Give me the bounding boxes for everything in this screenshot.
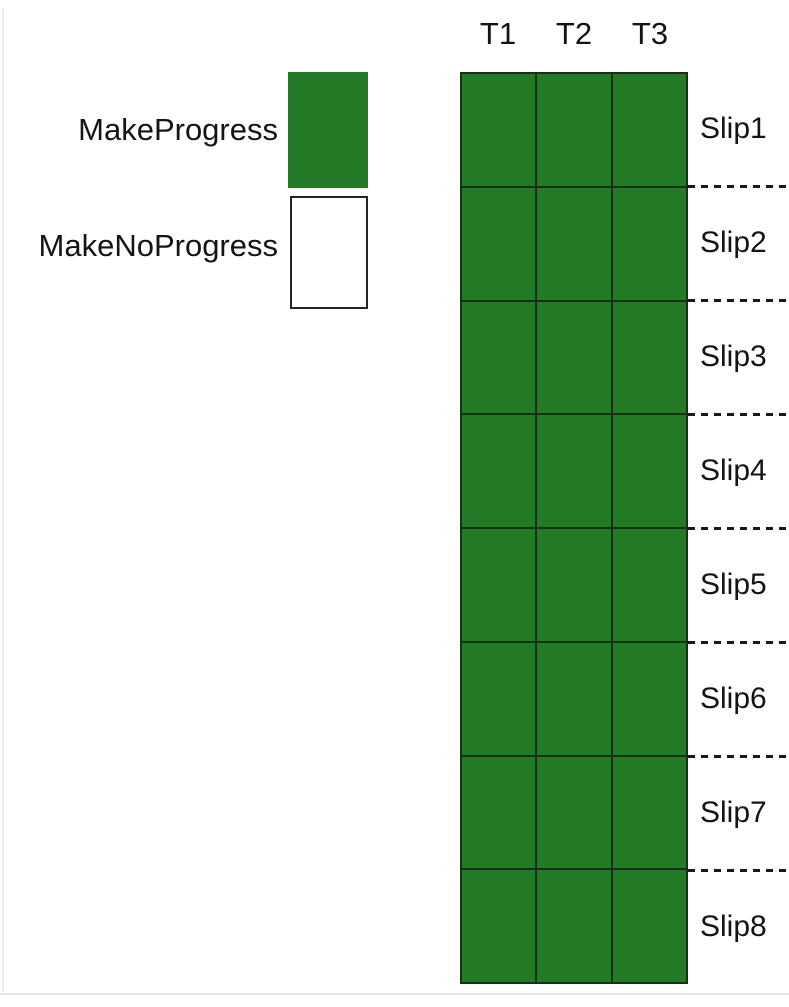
grid-cell (612, 642, 686, 755)
row-label-slip2: Slip2 (700, 226, 767, 259)
grid-cell (462, 642, 536, 755)
column-header-t1: T1 (479, 16, 517, 51)
grid-cell (462, 415, 536, 527)
grid-cell (537, 74, 611, 186)
grid-cell (537, 187, 611, 300)
heatmap-grid (460, 72, 688, 984)
row-label-slip8: Slip8 (700, 910, 767, 943)
row-separator-dashed (688, 299, 789, 302)
row-separator-dashed (688, 413, 789, 416)
grid-cell (462, 529, 536, 641)
legend-swatch-empty (290, 196, 368, 309)
row-separator-dashed (688, 755, 789, 758)
row-separator-dashed (688, 185, 789, 188)
grid-cell (537, 642, 611, 755)
grid-cell (612, 415, 686, 527)
grid-cell (612, 187, 686, 300)
legend-label-makeprogress: MakeProgress (78, 112, 278, 147)
legend-swatch-filled (288, 72, 368, 188)
row-label-slip6: Slip6 (700, 682, 767, 715)
row-label-slip4: Slip4 (700, 454, 767, 487)
row-label-slip3: Slip3 (700, 340, 767, 373)
screenshot-edge-bottom (0, 993, 789, 995)
grid-cell (462, 187, 536, 300)
legend-label-makenoprogress: MakeNoProgress (38, 228, 278, 263)
row-separator-dashed (688, 641, 789, 644)
column-header-t2: T2 (555, 16, 593, 51)
grid-cell (612, 756, 686, 869)
row-label-slip7: Slip7 (700, 796, 767, 829)
row-label-slip5: Slip5 (700, 568, 767, 601)
column-header-t3: T3 (631, 16, 669, 51)
grid-cell (612, 870, 686, 982)
row-label-slip1: Slip1 (700, 112, 767, 145)
grid-cell (537, 870, 611, 982)
grid-cell (537, 529, 611, 641)
grid-cell (462, 74, 536, 186)
grid-cell (537, 415, 611, 527)
grid-cell (462, 870, 536, 982)
row-separator-dashed (688, 527, 789, 530)
grid-cell (462, 756, 536, 869)
grid-cell (462, 301, 536, 414)
grid-cell (537, 301, 611, 414)
screenshot-edge-left (2, 8, 4, 992)
grid-cell (612, 301, 686, 414)
row-separator-dashed (688, 869, 789, 872)
grid-cell (612, 529, 686, 641)
grid-cell (537, 756, 611, 869)
grid-cell (612, 74, 686, 186)
